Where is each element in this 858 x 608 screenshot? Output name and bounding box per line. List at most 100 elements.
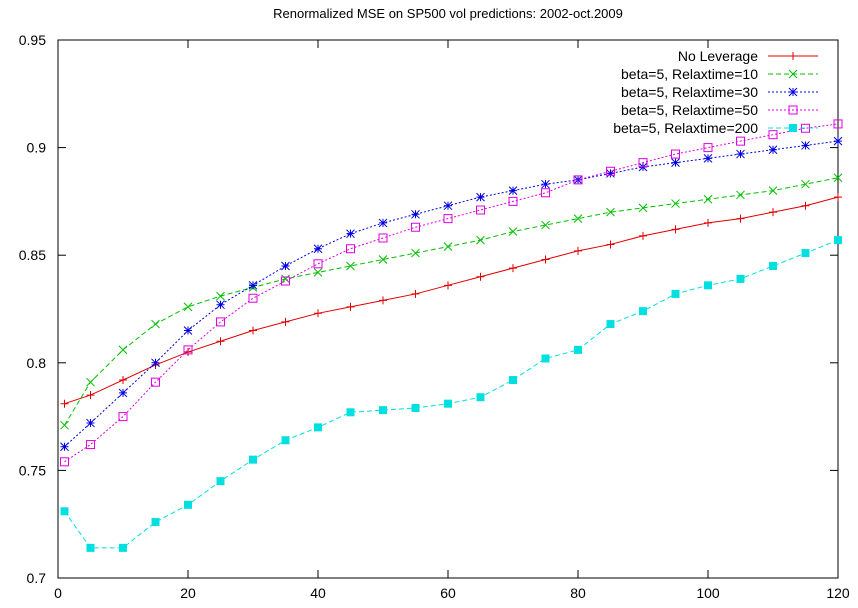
legend-marker xyxy=(788,87,798,97)
x-tick-label: 60 xyxy=(440,585,456,601)
x-tick-label: 100 xyxy=(696,585,720,601)
legend-marker xyxy=(789,52,797,60)
series-line xyxy=(64,196,839,405)
data-point xyxy=(86,391,95,400)
data-point xyxy=(541,354,550,363)
data-point xyxy=(476,235,485,245)
series-line xyxy=(64,239,839,549)
data-point xyxy=(541,220,550,230)
data-point xyxy=(184,348,192,357)
data-point xyxy=(639,231,647,240)
data-point xyxy=(379,406,387,415)
data-point xyxy=(541,255,550,264)
data-point xyxy=(216,317,225,327)
data-point xyxy=(378,255,388,264)
data-point xyxy=(768,186,778,195)
data-point xyxy=(346,229,355,239)
data-point xyxy=(476,205,485,215)
legend-label: No Leverage xyxy=(678,48,758,64)
series-layer xyxy=(60,119,843,552)
data-point xyxy=(574,246,582,255)
chart-title: Renormalized MSE on SP500 vol prediction… xyxy=(273,6,623,21)
axis-ticks: 0 20 40 60 80 100 120 0.7 0.75 0.8 0.85 0.9 0.95 xyxy=(19,32,850,601)
data-point xyxy=(833,136,843,146)
data-point xyxy=(411,403,420,412)
data-point xyxy=(671,158,680,168)
data-point xyxy=(411,248,420,258)
data-point xyxy=(443,242,453,251)
y-tick-label: 0.7 xyxy=(27,570,47,586)
data-point xyxy=(736,149,745,159)
data-point xyxy=(541,188,550,198)
data-point xyxy=(768,145,778,155)
data-point xyxy=(216,300,225,310)
data-point xyxy=(60,442,69,452)
data-point xyxy=(151,518,160,527)
data-point xyxy=(704,218,712,227)
data-point xyxy=(606,207,615,217)
data-point xyxy=(833,119,843,129)
data-point xyxy=(313,244,323,254)
data-point xyxy=(541,179,550,189)
data-point xyxy=(476,192,485,202)
data-point xyxy=(249,326,257,335)
data-point xyxy=(444,281,452,290)
data-point xyxy=(801,179,810,189)
data-point xyxy=(314,423,322,432)
legend: No Leverage beta=5, Relaxtime=10 beta=5, R… xyxy=(613,48,818,136)
data-point xyxy=(118,388,128,398)
data-point xyxy=(833,173,843,183)
data-point xyxy=(801,249,810,258)
data-point xyxy=(671,225,680,234)
data-point xyxy=(411,209,420,219)
data-point xyxy=(60,457,69,467)
legend-label: beta=5, Relaxtime=50 xyxy=(621,102,758,118)
series-5 xyxy=(60,236,842,552)
x-tick-label: 0 xyxy=(54,585,62,601)
data-point xyxy=(736,136,745,146)
series-2 xyxy=(60,173,843,430)
data-point xyxy=(573,175,583,185)
data-point xyxy=(60,399,69,408)
x-tick-label: 120 xyxy=(826,585,850,601)
series-3 xyxy=(60,136,843,452)
data-point xyxy=(573,214,583,223)
data-point xyxy=(119,376,127,385)
legend-label: beta=5, Relaxtime=200 xyxy=(613,120,758,136)
x-tick-label: 20 xyxy=(180,585,196,601)
x-tick-label: 40 xyxy=(310,585,326,601)
data-point xyxy=(508,227,518,236)
data-point xyxy=(703,154,713,163)
data-point xyxy=(671,199,680,208)
series-1 xyxy=(60,193,842,408)
data-point xyxy=(281,317,290,326)
data-point xyxy=(379,296,387,305)
y-tick-label: 0.8 xyxy=(27,355,47,371)
data-point xyxy=(313,268,323,277)
data-point xyxy=(86,543,95,552)
data-point xyxy=(248,280,258,290)
y-tick-label: 0.95 xyxy=(19,32,46,48)
legend-marker xyxy=(788,69,798,79)
data-point xyxy=(216,477,225,486)
data-point xyxy=(704,281,712,290)
data-point xyxy=(639,307,647,316)
data-point xyxy=(736,190,745,200)
data-point xyxy=(314,309,322,318)
data-point xyxy=(606,240,615,249)
data-point xyxy=(119,543,127,552)
data-point xyxy=(183,302,193,312)
data-point xyxy=(769,261,777,270)
data-point xyxy=(60,420,69,430)
legend-label: beta=5, Relaxtime=30 xyxy=(621,84,758,100)
data-point xyxy=(411,289,420,298)
x-tick-label: 80 xyxy=(570,585,586,601)
data-point xyxy=(638,203,648,213)
data-point xyxy=(769,208,777,217)
data-point xyxy=(60,507,69,516)
data-point xyxy=(638,158,648,168)
data-point xyxy=(476,272,485,281)
legend-marker xyxy=(788,105,798,115)
data-point xyxy=(671,289,680,298)
